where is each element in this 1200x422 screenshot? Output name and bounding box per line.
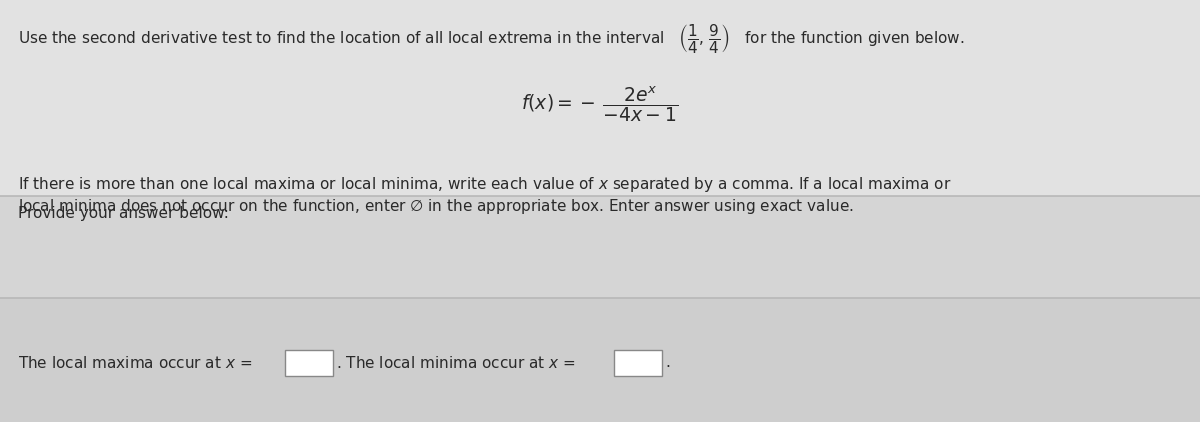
Bar [286, 349, 334, 376]
Text: $f(x) = -\,\dfrac{2e^{x}}{-4x-1}$: $f(x) = -\,\dfrac{2e^{x}}{-4x-1}$ [522, 85, 678, 124]
Bar [614, 349, 662, 376]
Text: The local maxima occur at $x$ =: The local maxima occur at $x$ = [18, 354, 254, 371]
Bar [0, 196, 1200, 298]
Text: .: . [665, 355, 670, 370]
Text: Use the second derivative test to find the location of all local extrema in the : Use the second derivative test to find t… [18, 22, 965, 55]
Text: If there is more than one local maxima or local minima, write each value of $x$ : If there is more than one local maxima o… [18, 175, 952, 194]
Bar [0, 0, 1200, 196]
Text: Provide your answer below:: Provide your answer below: [18, 206, 229, 221]
Text: . The local minima occur at $x$ =: . The local minima occur at $x$ = [336, 354, 577, 371]
Text: local minima does not occur on the function, enter $\varnothing$ in the appropri: local minima does not occur on the funct… [18, 197, 853, 216]
Bar [0, 298, 1200, 422]
